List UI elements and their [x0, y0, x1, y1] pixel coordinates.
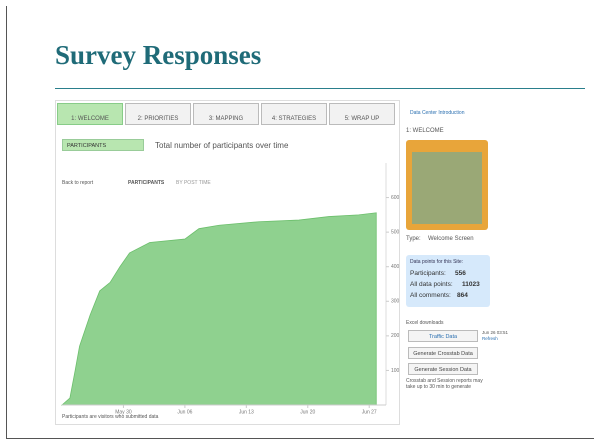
- x-tick-label: Jun 06: [177, 409, 192, 415]
- y-tick-label: 300: [391, 299, 400, 305]
- y-tick-label: 500: [391, 229, 400, 235]
- y-tick-label: 400: [391, 264, 400, 270]
- y-tick-label: 600: [391, 195, 400, 201]
- page: Survey Responses 1: WELCOME2: PRIORITIES…: [0, 0, 600, 445]
- x-tick-label: Jun 13: [239, 409, 254, 415]
- x-tick-label: Jun 27: [362, 409, 377, 415]
- chart: 100 200 300 400 500 600 May 30 Jun 06 Jun 13 Jun …: [0, 0, 600, 445]
- area: [62, 213, 376, 405]
- x-tick-label: May 30: [115, 409, 132, 415]
- y-tick-label: 100: [391, 368, 400, 374]
- y-tick-label: 200: [391, 333, 400, 339]
- x-tick-label: Jun 20: [300, 409, 315, 415]
